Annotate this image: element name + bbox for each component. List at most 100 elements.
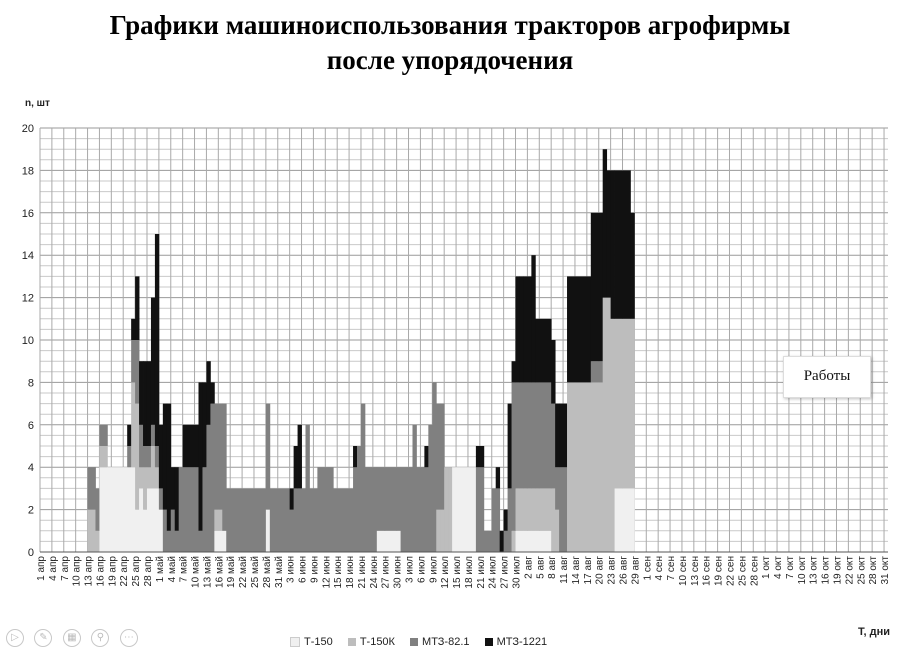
bar-segment	[353, 467, 358, 552]
play-icon[interactable]: ▷	[6, 629, 24, 647]
bar-segment	[210, 403, 215, 552]
x-tick-label: 14 авг	[571, 556, 582, 585]
bar-segment	[475, 467, 485, 552]
chart-title-line2: после упорядочения	[326, 45, 574, 75]
bar-segment	[127, 424, 132, 446]
x-tick-label: 19 окт	[832, 556, 843, 585]
bar-segment	[139, 467, 144, 489]
zoom-icon[interactable]: ⚲	[91, 629, 110, 647]
x-tick-label: 28 апр	[143, 556, 154, 587]
bar-segment	[313, 488, 318, 552]
pen-icon[interactable]: ✎	[34, 629, 53, 647]
bar-segment	[523, 488, 532, 531]
bar-segment	[353, 446, 358, 468]
bar-segment	[206, 361, 211, 425]
bar-segment	[614, 318, 631, 489]
x-tick-label: 24 июл	[488, 556, 499, 589]
x-tick-label: 25 окт	[856, 556, 867, 585]
x-tick-label: 16 май	[214, 556, 225, 588]
bar-segment	[551, 488, 556, 552]
x-tick-label: 1 окт	[761, 556, 772, 579]
bar-segment	[487, 530, 493, 552]
bar-segment	[436, 403, 441, 510]
bar-segment	[107, 467, 124, 552]
x-tick-label: 29 авг	[630, 556, 641, 585]
bar-segment	[499, 530, 505, 552]
more-icon[interactable]: ⋯	[119, 629, 138, 647]
bar-segment	[99, 467, 108, 552]
x-tick-label: 19 апр	[107, 556, 118, 587]
bar-segment	[317, 467, 334, 552]
x-axis-label: T, дни	[858, 626, 891, 638]
bar-segment	[333, 488, 354, 552]
x-tick-label: 16 апр	[95, 556, 106, 587]
bar-segment	[531, 382, 536, 489]
bar-segment	[475, 446, 485, 468]
bar-segment	[432, 382, 437, 552]
bar-segment	[297, 488, 302, 552]
x-tick-label: 8 авг	[547, 556, 558, 579]
bar-segment	[523, 382, 532, 489]
bar-segment	[511, 530, 516, 552]
bar-segment	[123, 467, 128, 552]
bar-segment	[535, 318, 552, 383]
bar-segment	[146, 467, 152, 489]
bar-segment	[424, 467, 429, 552]
bar-segment	[440, 509, 445, 552]
bar-segment	[610, 170, 615, 319]
bar-segment	[158, 509, 164, 552]
bar-segment	[519, 488, 524, 531]
y-tick-label: 8	[28, 377, 34, 389]
bar-segment	[214, 403, 219, 510]
chart-title-line1: Графики машиноиспользования тракторов аг…	[109, 10, 791, 40]
bar-segment	[515, 530, 520, 552]
bar-segment	[135, 276, 140, 340]
legend-swatch	[290, 637, 300, 648]
bar-segment	[99, 424, 108, 446]
bar-segment	[226, 488, 231, 552]
bar-segment	[535, 488, 552, 531]
y-tick-label: 14	[22, 250, 34, 262]
bar-segment	[170, 467, 176, 510]
bar-segment	[535, 382, 552, 489]
bar-segment	[511, 382, 516, 531]
x-tick-label: 3 июн	[286, 556, 297, 583]
x-tick-label: 31 окт	[880, 556, 891, 585]
bar-segment	[202, 467, 207, 552]
bar-segment	[150, 488, 156, 552]
y-tick-label: 0	[28, 547, 34, 559]
bar-segment	[131, 467, 136, 552]
bar-segment	[158, 488, 164, 510]
bar-segment	[150, 446, 156, 489]
bar-segment	[515, 382, 520, 489]
bar-segment	[293, 446, 298, 489]
x-tick-label: 11 авг	[559, 556, 570, 584]
slides-icon[interactable]: ▦	[62, 629, 81, 647]
bar-segment	[222, 403, 227, 531]
x-tick-label: 20 авг	[595, 556, 606, 585]
x-tick-label: 22 сен	[725, 556, 736, 586]
x-tick-label: 27 июл	[500, 556, 511, 589]
y-tick-label: 12	[22, 293, 34, 305]
bar-segment	[198, 530, 203, 552]
slide-toolbar: ▷ ✎ ▦ ⚲ ⋯	[6, 627, 144, 647]
bar-segment	[218, 403, 223, 510]
bar-segment	[523, 530, 532, 552]
bar-segment	[614, 488, 631, 552]
bar-segment	[602, 297, 608, 552]
legend-item-mtz1221: МТЗ-1221	[484, 636, 547, 648]
bar-segment	[143, 361, 148, 446]
bar-segment	[154, 234, 160, 446]
bar-segment	[360, 403, 366, 552]
bar-segment	[182, 424, 199, 468]
bar-segment	[400, 467, 413, 552]
y-tick-label: 18	[22, 165, 34, 177]
legend-label: МТЗ-82.1	[422, 636, 470, 648]
x-tick-label: 16 окт	[821, 556, 832, 585]
x-tick-label: 25 сен	[737, 556, 748, 586]
bar-segment	[206, 424, 211, 552]
x-tick-label: 22 май	[238, 556, 249, 588]
bar-segment	[590, 382, 604, 552]
y-tick-label: 6	[28, 420, 34, 432]
bar-segment	[531, 255, 536, 383]
